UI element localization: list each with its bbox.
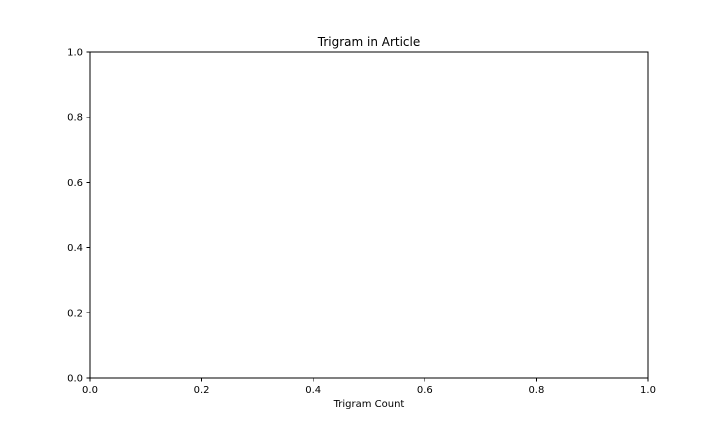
x-tick-label: 0.2 (194, 385, 210, 396)
plot-area: 0.0 0.2 0.4 0.6 0.8 1.0 0.0 0.2 0.4 0.6 0.8 1.0 (67, 48, 656, 397)
x-tick-label: 0.8 (528, 385, 544, 396)
y-axis-ticks: 0.0 0.2 0.4 0.6 0.8 1.0 (67, 48, 90, 385)
axes-frame (89, 51, 649, 379)
y-tick-label: 0.6 (67, 178, 83, 189)
y-tick-label: 0.0 (67, 374, 83, 385)
chart-title: Trigram in Article (317, 35, 421, 49)
x-tick-label: 1.0 (640, 385, 656, 396)
y-tick-label: 0.4 (67, 243, 83, 254)
y-tick-label: 1.0 (67, 48, 83, 59)
y-tick-label: 0.8 (67, 113, 83, 124)
x-tick-label: 0.0 (82, 385, 98, 396)
y-tick-label: 0.2 (67, 308, 83, 319)
x-axis-label: Trigram Count (333, 399, 405, 410)
x-axis-ticks: 0.0 0.2 0.4 0.6 0.8 1.0 (82, 378, 656, 396)
x-tick-label: 0.4 (305, 385, 321, 396)
x-tick-label: 0.6 (417, 385, 433, 396)
